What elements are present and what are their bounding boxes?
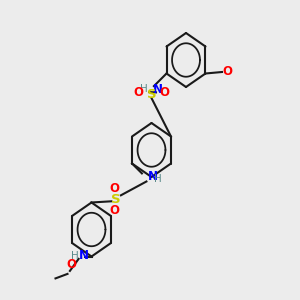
- Text: S: S: [147, 88, 156, 101]
- Text: N: N: [78, 249, 88, 262]
- Text: O: O: [160, 86, 170, 99]
- Text: N: N: [148, 170, 158, 183]
- Text: N: N: [152, 83, 162, 96]
- Text: O: O: [222, 65, 232, 79]
- Text: O: O: [109, 182, 119, 195]
- Text: H: H: [71, 250, 79, 261]
- Text: S: S: [111, 193, 120, 206]
- Text: H: H: [154, 174, 162, 184]
- Text: O: O: [67, 258, 76, 271]
- Text: O: O: [109, 204, 119, 218]
- Text: O: O: [133, 86, 143, 99]
- Text: H: H: [140, 84, 148, 94]
